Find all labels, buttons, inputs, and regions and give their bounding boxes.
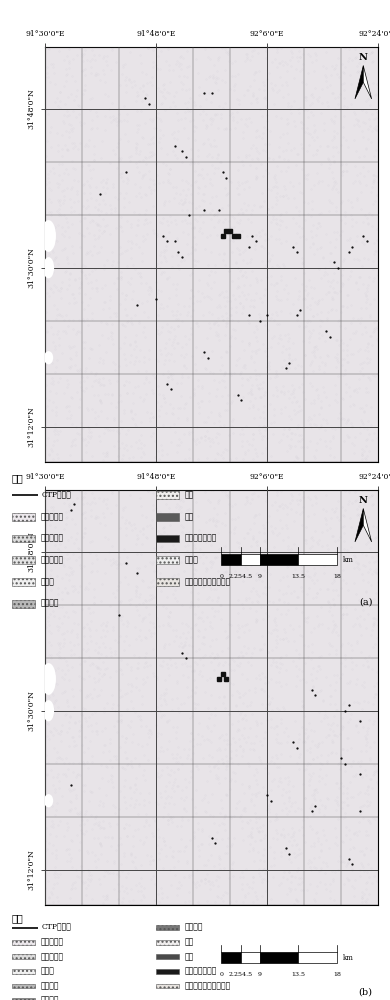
Bar xyxy=(12,600,34,608)
Text: 9: 9 xyxy=(258,574,262,579)
Text: 裸地与稀疏植被覆盖地: 裸地与稀疏植被覆盖地 xyxy=(185,982,231,990)
Text: CTP研究区: CTP研究区 xyxy=(42,924,72,932)
Text: 郁闭灸丛: 郁闭灸丛 xyxy=(40,600,59,608)
Bar xyxy=(156,954,179,959)
Ellipse shape xyxy=(43,700,54,721)
Bar xyxy=(156,556,179,564)
Text: N: N xyxy=(359,496,368,505)
Text: 18: 18 xyxy=(333,574,341,579)
Bar xyxy=(156,940,179,945)
Polygon shape xyxy=(355,66,363,99)
Ellipse shape xyxy=(44,351,53,364)
Bar xyxy=(260,952,298,963)
Text: km: km xyxy=(343,954,354,962)
Text: 混合林: 混合林 xyxy=(40,578,54,586)
Bar xyxy=(156,578,179,586)
Bar xyxy=(12,969,34,974)
Ellipse shape xyxy=(41,663,56,695)
Bar xyxy=(12,578,34,586)
Bar xyxy=(12,984,34,988)
Ellipse shape xyxy=(44,794,53,807)
Polygon shape xyxy=(363,66,372,99)
Bar xyxy=(156,925,179,930)
Polygon shape xyxy=(363,509,372,542)
Text: 冰和雪: 冰和雪 xyxy=(185,556,199,564)
Text: 城市及建设用地: 城市及建设用地 xyxy=(185,967,217,975)
Bar xyxy=(298,554,337,565)
Text: 裸地和稀疏植被覆盖地: 裸地和稀疏植被覆盖地 xyxy=(185,578,231,586)
Text: 常绻针叶林: 常绻针叶林 xyxy=(40,938,64,946)
Text: 混合林: 混合林 xyxy=(40,967,54,975)
Text: CTP研究区: CTP研究区 xyxy=(42,491,72,499)
Text: 9: 9 xyxy=(258,972,262,977)
Bar xyxy=(156,984,179,988)
Bar xyxy=(260,554,298,565)
Bar xyxy=(241,952,260,963)
Bar xyxy=(241,554,260,565)
Text: 落叶阔叶林: 落叶阔叶林 xyxy=(40,556,64,564)
Text: 2.254.5: 2.254.5 xyxy=(229,972,253,977)
Text: 稀疏灸丛: 稀疏灸丛 xyxy=(40,996,59,1000)
Text: N: N xyxy=(359,53,368,62)
Bar xyxy=(12,556,34,564)
Ellipse shape xyxy=(43,257,54,278)
Text: 图例: 图例 xyxy=(12,915,23,924)
Text: 2.254.5: 2.254.5 xyxy=(229,574,253,579)
Bar xyxy=(12,535,34,542)
Bar xyxy=(156,513,179,521)
Text: 0: 0 xyxy=(219,972,223,977)
Bar xyxy=(156,535,179,542)
Polygon shape xyxy=(355,509,363,542)
Text: 落叶针叶林: 落叶针叶林 xyxy=(40,535,64,543)
Bar xyxy=(12,998,34,1000)
Ellipse shape xyxy=(41,220,56,252)
Text: 郁闭灸丛: 郁闭灸丛 xyxy=(40,982,59,990)
Bar xyxy=(156,969,179,974)
Text: 常绻针叶林: 常绻针叶林 xyxy=(40,513,64,521)
Bar xyxy=(222,554,241,565)
Text: 图例: 图例 xyxy=(12,474,23,483)
Bar xyxy=(12,513,34,521)
Bar xyxy=(156,491,179,499)
Text: (b): (b) xyxy=(358,988,372,997)
Text: 城市及建设用地: 城市及建设用地 xyxy=(185,535,217,543)
Text: 0: 0 xyxy=(219,574,223,579)
Text: (a): (a) xyxy=(359,598,372,607)
Text: 18: 18 xyxy=(333,972,341,977)
Text: 落叶针叶林: 落叶针叶林 xyxy=(40,953,64,961)
Bar xyxy=(298,952,337,963)
Bar xyxy=(12,954,34,959)
Bar xyxy=(12,940,34,945)
Text: km: km xyxy=(343,556,354,564)
Text: 草地: 草地 xyxy=(185,491,194,499)
Text: 耕地: 耕地 xyxy=(185,953,194,961)
Text: 耕地: 耕地 xyxy=(185,513,194,521)
Text: 13.5: 13.5 xyxy=(291,574,305,579)
Text: 草地: 草地 xyxy=(185,938,194,946)
Bar xyxy=(222,952,241,963)
Text: 13.5: 13.5 xyxy=(291,972,305,977)
Text: 稀树草原: 稀树草原 xyxy=(185,924,203,932)
